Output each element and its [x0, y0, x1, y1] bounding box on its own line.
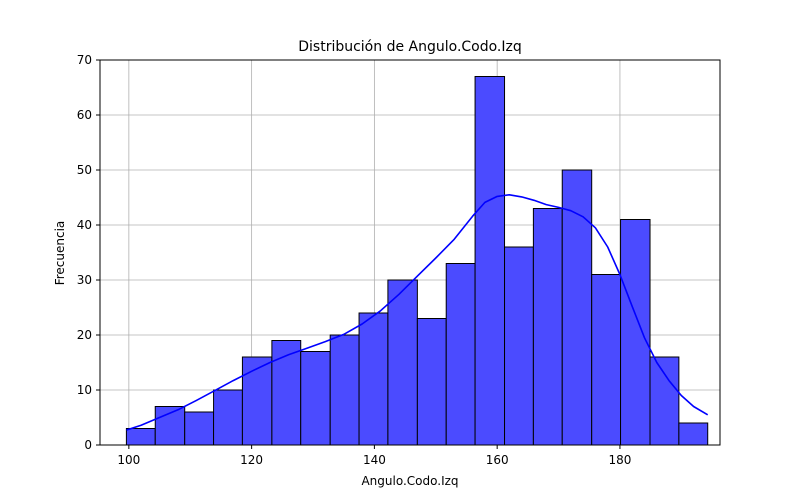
histogram-bar-7 [300, 351, 331, 446]
x-tick-label-160: 160 [486, 453, 509, 467]
y-tick-label-40: 40 [77, 218, 92, 232]
histogram-bar-10 [387, 279, 418, 446]
histogram-bar-13 [474, 76, 506, 446]
plot-frame [99, 59, 721, 446]
bars-layer [125, 76, 709, 446]
histogram-bar-20 [678, 422, 709, 446]
kde-curve [126, 194, 709, 431]
histogram-bar-5 [241, 356, 273, 446]
kde-layer [126, 194, 709, 431]
y-tick-label-30: 30 [77, 273, 92, 287]
y-tick-label-10: 10 [77, 383, 92, 397]
histogram-bar-18 [620, 219, 651, 446]
histogram-bar-14 [504, 246, 534, 446]
y-tick-label-60: 60 [77, 108, 92, 122]
x-axis-label: Angulo.Codo.Izq [361, 474, 458, 488]
histogram-bar-16 [561, 169, 593, 446]
histogram-bar-4 [213, 389, 243, 446]
y-tick-label-50: 50 [77, 163, 92, 177]
y-tick-label-20: 20 [77, 328, 92, 342]
histogram-bar-8 [329, 334, 360, 446]
x-tick-label-140: 140 [363, 453, 386, 467]
chart-title: Distribución de Angulo.Codo.Izq [298, 39, 522, 55]
ticks-layer: 100 120 140 160 180 0 10 20 30 40 50 60 70 [77, 53, 632, 467]
histogram-bar-12 [445, 263, 476, 446]
histogram-bar-1 [125, 428, 156, 446]
histogram-bar-17 [591, 274, 622, 446]
histogram-bar-9 [358, 312, 389, 446]
x-tick-label-180: 180 [608, 453, 631, 467]
y-tick-label-0: 0 [84, 438, 92, 452]
histogram-bar-3 [184, 411, 215, 446]
x-tick-label-100: 100 [117, 453, 140, 467]
x-tick-label-120: 120 [240, 453, 263, 467]
histogram-bar-11 [416, 318, 447, 446]
histogram-bar-15 [532, 208, 563, 446]
histogram-bar-19 [649, 356, 680, 446]
y-axis-label: Frecuencia [53, 221, 67, 286]
y-tick-label-70: 70 [77, 53, 92, 67]
